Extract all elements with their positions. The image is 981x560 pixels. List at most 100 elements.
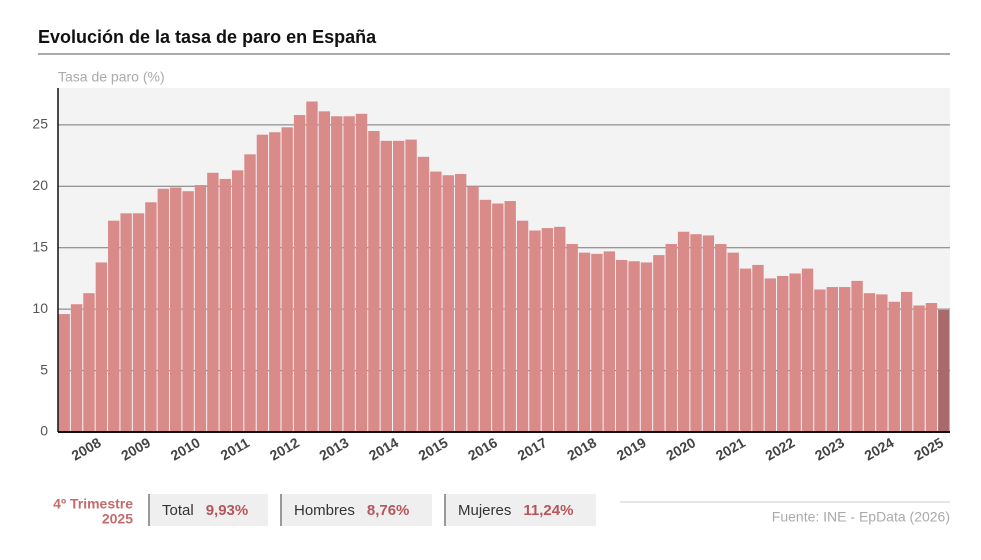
x-tick-label: 2025 (911, 434, 946, 464)
bar (244, 154, 256, 433)
y-tick-label: 5 (40, 361, 48, 377)
x-tick-label: 2012 (267, 434, 302, 464)
bar (591, 253, 603, 432)
bar (58, 314, 70, 432)
source: Fuente: INE - EpData (2026) (772, 509, 950, 525)
bar (145, 202, 157, 432)
bar (120, 213, 132, 432)
chart-title: Evolución de la tasa de paro en España (38, 27, 377, 47)
bar (938, 310, 950, 432)
bar (640, 262, 653, 432)
bar (839, 287, 851, 432)
bar (306, 101, 318, 432)
bar (380, 140, 392, 433)
bar (566, 244, 578, 432)
bar (690, 234, 702, 432)
bar (702, 235, 715, 432)
summary-label: Total (162, 502, 194, 519)
bar (554, 226, 566, 432)
bar (331, 116, 343, 432)
bar (269, 132, 281, 432)
y-tick-label: 15 (32, 238, 48, 254)
bar (541, 228, 554, 432)
bar (219, 178, 231, 432)
bar (281, 127, 293, 433)
bar (231, 170, 244, 433)
bar (393, 140, 405, 433)
x-tick-label: 2019 (614, 434, 649, 464)
bar (108, 220, 120, 432)
bar (529, 230, 541, 432)
bar (739, 268, 752, 432)
summary-value: 11,24% (523, 502, 573, 519)
bar (578, 252, 591, 432)
summary-label: Mujeres (458, 502, 511, 519)
bar (170, 187, 182, 432)
bar (355, 113, 368, 433)
bar (888, 301, 900, 432)
bar (318, 111, 331, 432)
y-tick-label: 25 (32, 116, 48, 132)
y-axis-label: Tasa de paro (%) (58, 69, 165, 85)
bar (368, 131, 380, 432)
bar (256, 134, 269, 432)
bar (876, 294, 888, 432)
bar (504, 201, 516, 432)
bar (863, 293, 876, 432)
bar (442, 175, 454, 432)
summary-value: 9,93% (206, 502, 249, 519)
summary-box-edge (280, 494, 282, 526)
bar (665, 244, 677, 432)
bar (826, 287, 838, 432)
bar (467, 186, 479, 432)
summary-box-edge (148, 494, 150, 526)
bar (900, 291, 913, 432)
summary-box (444, 494, 596, 526)
bar (95, 262, 108, 432)
x-tick-label: 2015 (416, 434, 451, 464)
bar (814, 289, 826, 432)
bar (801, 268, 814, 432)
bar (343, 116, 355, 432)
x-tick-label: 2018 (564, 434, 599, 464)
bar (851, 280, 863, 432)
bar (293, 115, 306, 433)
bar (628, 261, 640, 432)
y-tick-label: 10 (32, 300, 48, 316)
bar (194, 185, 207, 432)
bar (479, 199, 492, 432)
x-tick-label: 2016 (465, 434, 500, 464)
bar (913, 305, 925, 432)
bar (727, 252, 739, 432)
bar (405, 139, 417, 432)
bar (182, 191, 194, 432)
bar (157, 188, 169, 432)
x-tick-label: 2010 (168, 434, 203, 464)
x-tick-label: 2014 (366, 434, 401, 464)
bar (417, 156, 430, 433)
bar (132, 213, 145, 432)
summary-box-edge (444, 494, 446, 526)
bar (715, 244, 727, 432)
bar (764, 278, 777, 432)
bar (70, 304, 83, 432)
bar (492, 203, 504, 432)
bar (454, 174, 467, 432)
x-tick-label: 2022 (762, 434, 797, 464)
period-label: 4º Trimestre (53, 496, 133, 512)
y-tick-label: 20 (32, 177, 48, 193)
bar (677, 231, 690, 432)
plot-area (58, 88, 950, 432)
summary-box (148, 494, 268, 526)
bar (616, 260, 628, 432)
summary-label: Hombres (294, 502, 355, 519)
y-tick-label: 0 (40, 423, 48, 439)
bar (207, 172, 219, 432)
x-tick-label: 2021 (713, 434, 748, 464)
summary-box (280, 494, 432, 526)
x-tick-label: 2020 (663, 434, 698, 464)
bar (777, 275, 789, 432)
bar (925, 303, 938, 432)
bar (83, 293, 95, 432)
